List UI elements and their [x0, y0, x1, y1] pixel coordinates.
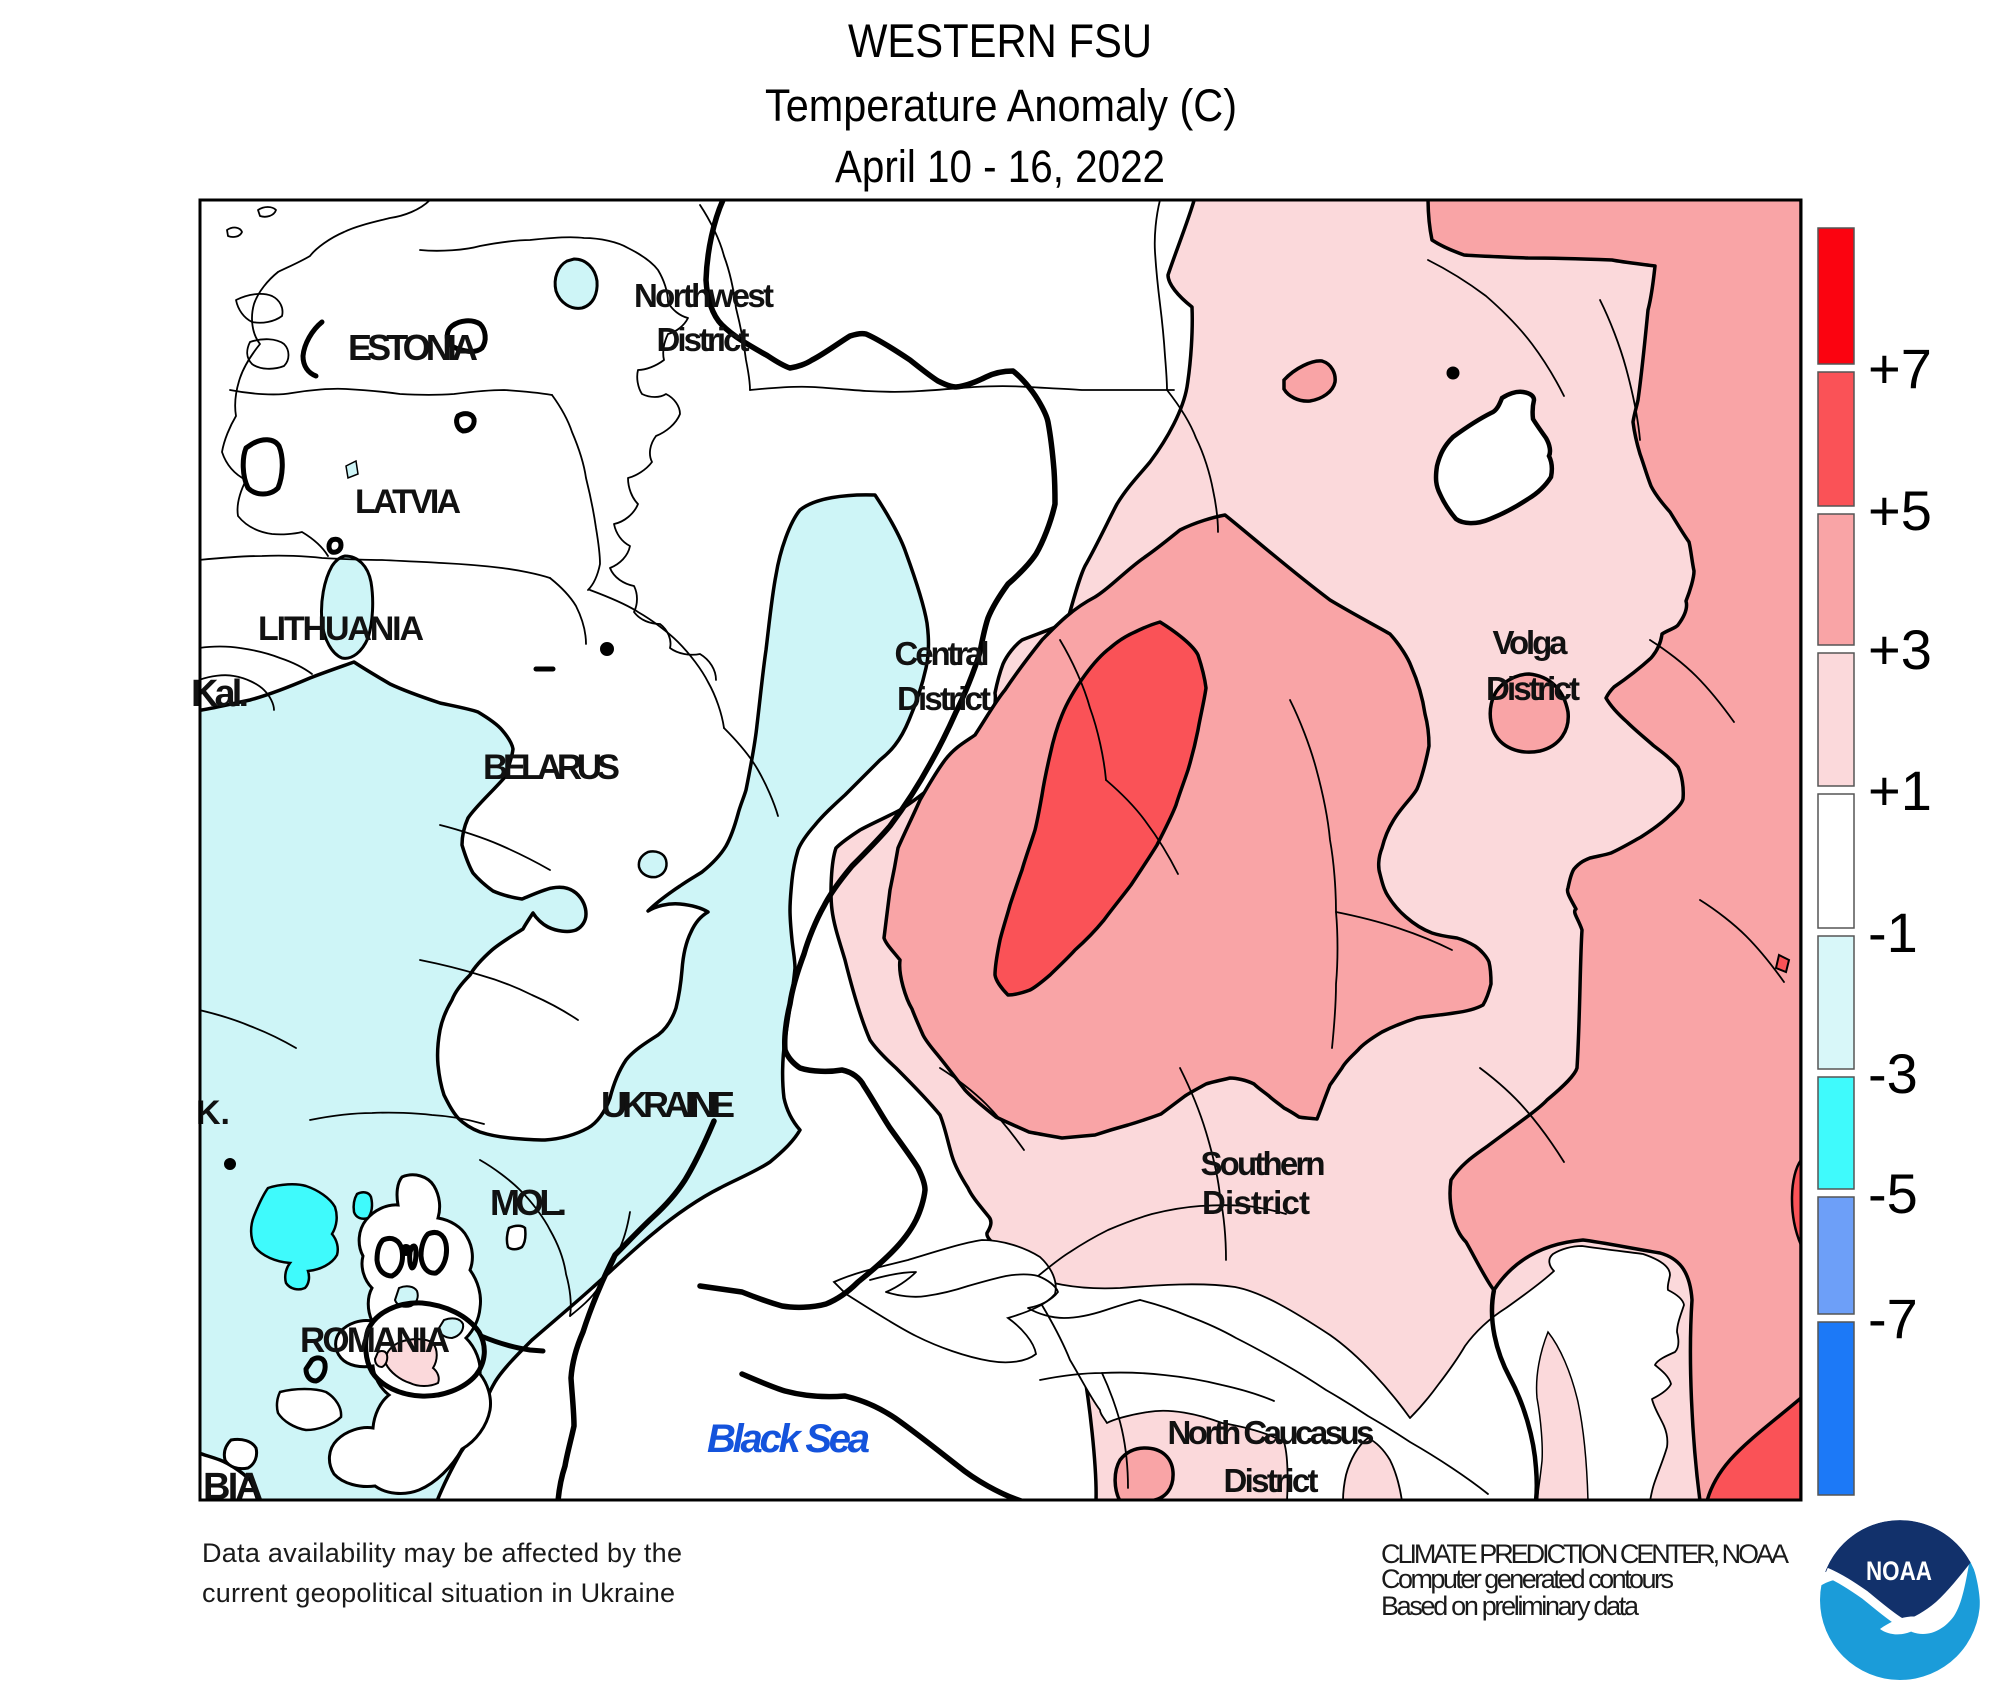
svg-text:-7: -7 — [1868, 1287, 1918, 1350]
svg-text:LATVIA: LATVIA — [355, 483, 461, 521]
svg-text:-1: -1 — [1868, 901, 1918, 964]
svg-text:+7: +7 — [1868, 337, 1932, 400]
svg-text:NOAA: NOAA — [1866, 1556, 1932, 1586]
svg-text:MOL.: MOL. — [490, 1182, 567, 1223]
svg-text:Temperature Anomaly (C): Temperature Anomaly (C) — [765, 80, 1237, 131]
svg-text:District: District — [1224, 1462, 1319, 1499]
svg-text:ESTONIA: ESTONIA — [348, 327, 478, 368]
svg-text:+5: +5 — [1868, 479, 1932, 542]
svg-text:UKRAINE: UKRAINE — [601, 1084, 735, 1125]
svg-text:WESTERN FSU: WESTERN FSU — [848, 14, 1152, 67]
svg-text:BELARUS: BELARUS — [483, 748, 620, 787]
svg-text:District: District — [657, 321, 750, 358]
svg-text:Computer generated contours: Computer generated contours — [1381, 1564, 1674, 1594]
svg-text:LITHUANIA: LITHUANIA — [258, 610, 424, 648]
svg-text:CLIMATE PREDICTION CENTER, NOA: CLIMATE PREDICTION CENTER, NOAA — [1381, 1539, 1789, 1569]
svg-text:current geopolitical situation: current geopolitical situation in Ukrain… — [202, 1578, 675, 1608]
svg-text:Northwest: Northwest — [634, 277, 774, 314]
svg-text:District: District — [1202, 1184, 1310, 1221]
svg-text:+1: +1 — [1868, 759, 1932, 822]
svg-text:Data availability may be affec: Data availability may be affected by the — [202, 1538, 682, 1568]
svg-text:+3: +3 — [1868, 618, 1932, 681]
svg-text:ROMANIA: ROMANIA — [300, 1321, 450, 1360]
svg-text:-3: -3 — [1868, 1042, 1918, 1105]
svg-text:Southern: Southern — [1201, 1145, 1326, 1182]
svg-text:BIA: BIA — [203, 1466, 263, 1508]
svg-text:April 10 - 16, 2022: April 10 - 16, 2022 — [835, 141, 1165, 192]
svg-text:District: District — [1486, 670, 1580, 707]
svg-text:-5: -5 — [1868, 1162, 1918, 1225]
svg-text:Based on preliminary data: Based on preliminary data — [1381, 1591, 1640, 1621]
svg-text:Black Sea: Black Sea — [707, 1417, 870, 1461]
svg-text:K.: K. — [196, 1094, 230, 1132]
svg-text:Volga: Volga — [1493, 624, 1569, 661]
svg-text:Central: Central — [895, 635, 990, 672]
svg-text:North Caucasus: North Caucasus — [1168, 1414, 1375, 1451]
svg-text:District: District — [897, 680, 991, 717]
